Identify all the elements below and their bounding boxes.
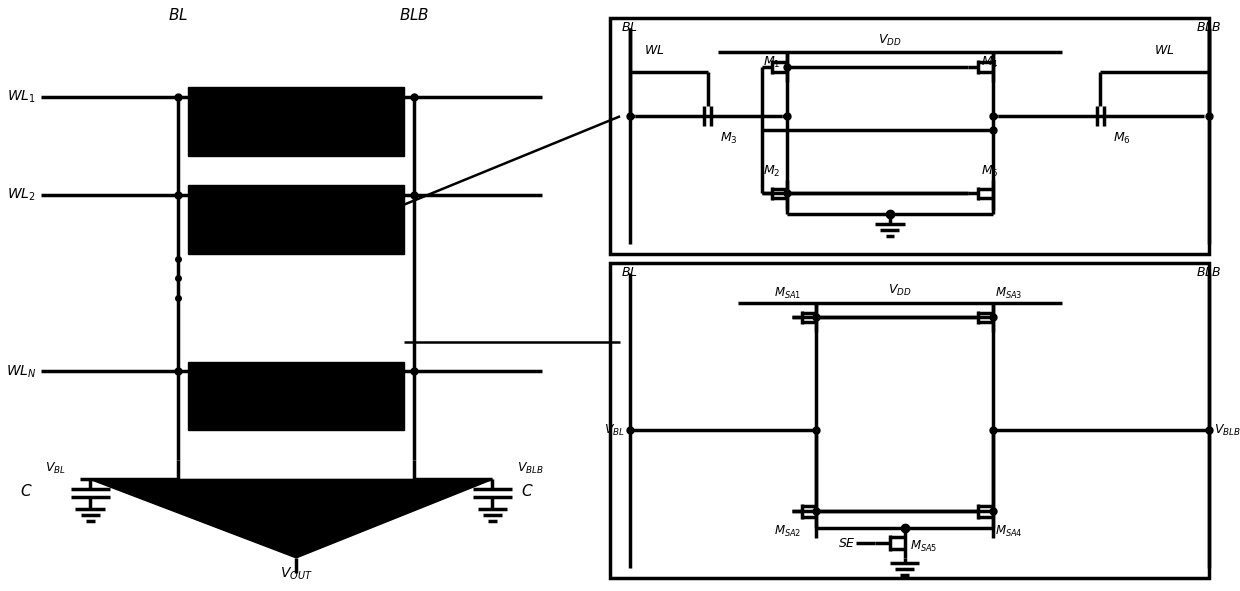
Bar bbox=[188, 87, 404, 155]
Bar bbox=[188, 185, 404, 254]
Text: $BLB$: $BLB$ bbox=[1197, 21, 1221, 34]
Text: $BLB$: $BLB$ bbox=[399, 7, 429, 23]
Bar bbox=[610, 264, 1209, 577]
Polygon shape bbox=[91, 479, 492, 558]
Text: $C$: $C$ bbox=[521, 483, 533, 499]
Text: $V_{BL}$: $V_{BL}$ bbox=[45, 462, 66, 476]
Text: $M_4$: $M_4$ bbox=[981, 54, 999, 70]
Text: $V_{BLB}$: $V_{BLB}$ bbox=[1214, 423, 1240, 438]
Text: $M_{SA2}$: $M_{SA2}$ bbox=[774, 524, 801, 538]
Text: $M_{SA4}$: $M_{SA4}$ bbox=[994, 524, 1023, 538]
Text: $WL$: $WL$ bbox=[644, 44, 665, 57]
Text: $WL_1$: $WL_1$ bbox=[7, 89, 36, 105]
Text: $M_{SA3}$: $M_{SA3}$ bbox=[994, 285, 1023, 301]
Bar bbox=[610, 18, 1209, 254]
Text: $M_{SA5}$: $M_{SA5}$ bbox=[910, 538, 937, 554]
Text: $BLB$: $BLB$ bbox=[1197, 267, 1221, 280]
Text: $M_6$: $M_6$ bbox=[1112, 131, 1131, 146]
Text: $BL$: $BL$ bbox=[169, 7, 188, 23]
Text: $M_3$: $M_3$ bbox=[720, 131, 738, 146]
Text: $M_{SA1}$: $M_{SA1}$ bbox=[774, 285, 801, 301]
Text: $M_2$: $M_2$ bbox=[764, 164, 781, 179]
Text: $SE$: $SE$ bbox=[838, 537, 856, 550]
Bar bbox=[188, 362, 404, 430]
Text: $V_{DD}$: $V_{DD}$ bbox=[878, 33, 901, 48]
Text: $WL_2$: $WL_2$ bbox=[7, 187, 36, 203]
Text: $WL_N$: $WL_N$ bbox=[6, 363, 36, 379]
Text: $M_5$: $M_5$ bbox=[981, 164, 998, 179]
Text: $M_1$: $M_1$ bbox=[764, 54, 781, 70]
Text: $C$: $C$ bbox=[20, 483, 32, 499]
Text: $BL$: $BL$ bbox=[621, 21, 639, 34]
Text: $V_{BL}$: $V_{BL}$ bbox=[604, 423, 625, 438]
Text: $V_{BLB}$: $V_{BLB}$ bbox=[517, 462, 544, 476]
Text: $BL$: $BL$ bbox=[621, 267, 639, 280]
Text: $V_{DD}$: $V_{DD}$ bbox=[888, 282, 911, 298]
Text: $WL$: $WL$ bbox=[1154, 44, 1176, 57]
Text: $V_{OUT}$: $V_{OUT}$ bbox=[280, 566, 312, 582]
